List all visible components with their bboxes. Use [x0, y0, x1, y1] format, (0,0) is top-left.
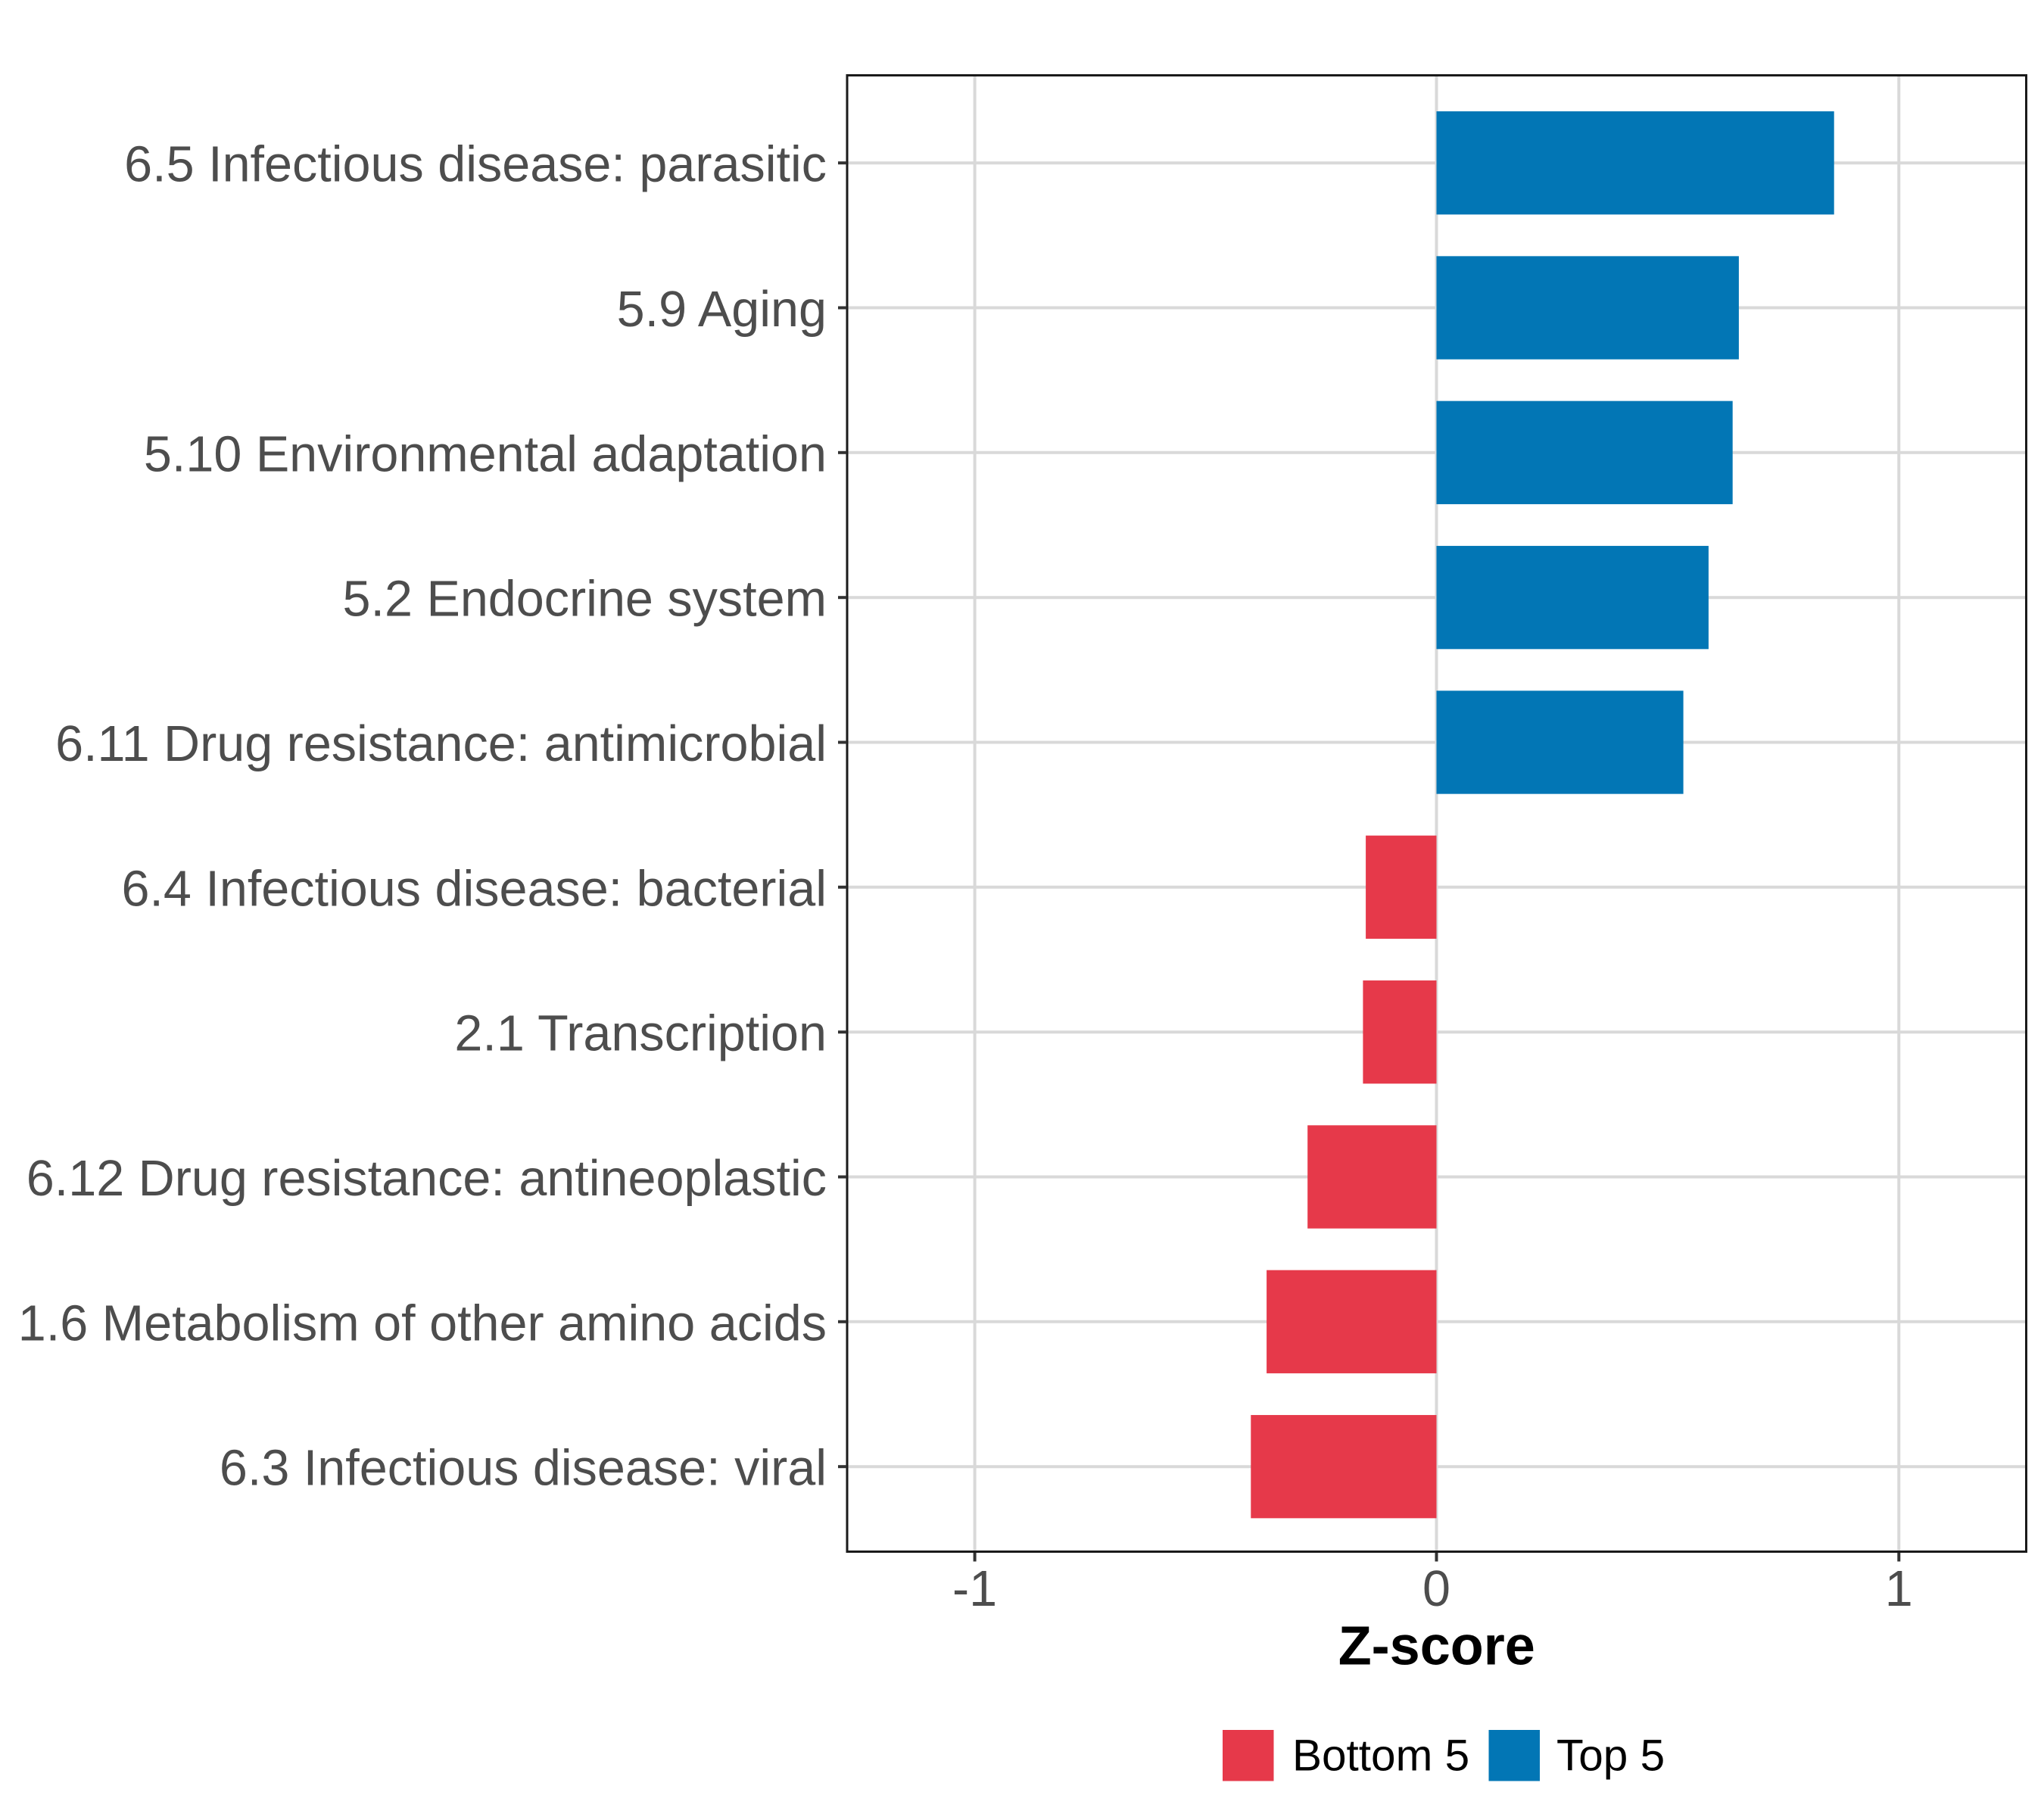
svg-text:6.11 Drug resistance: antimicr: 6.11 Drug resistance: antimicrobial	[55, 716, 827, 772]
svg-text:Top 5: Top 5	[1556, 1731, 1665, 1781]
svg-text:1.6 Metabolism of other amino: 1.6 Metabolism of other amino acids	[18, 1295, 827, 1351]
svg-text:6.4 Infectious disease: bacter: 6.4 Infectious disease: bacterial	[121, 861, 827, 917]
svg-text:5.9 Aging: 5.9 Aging	[617, 282, 827, 338]
svg-text:Z-score: Z-score	[1338, 1616, 1535, 1677]
svg-text:-1: -1	[952, 1561, 997, 1617]
svg-text:2.1 Transcription: 2.1 Transcription	[454, 1006, 827, 1062]
svg-text:6.12 Drug resistance: antineop: 6.12 Drug resistance: antineoplastic	[26, 1151, 827, 1207]
svg-text:0: 0	[1422, 1561, 1450, 1617]
svg-text:5.2 Endocrine system: 5.2 Endocrine system	[343, 572, 827, 628]
svg-text:6.3 Infectious disease: viral: 6.3 Infectious disease: viral	[220, 1441, 827, 1497]
svg-text:6.5 Infectious disease: parasi: 6.5 Infectious disease: parasitic	[124, 137, 827, 193]
svg-text:5.10 Environmental adaptation: 5.10 Environmental adaptation	[144, 426, 827, 482]
svg-text:Bottom 5: Bottom 5	[1292, 1731, 1469, 1781]
svg-text:1: 1	[1885, 1561, 1913, 1617]
